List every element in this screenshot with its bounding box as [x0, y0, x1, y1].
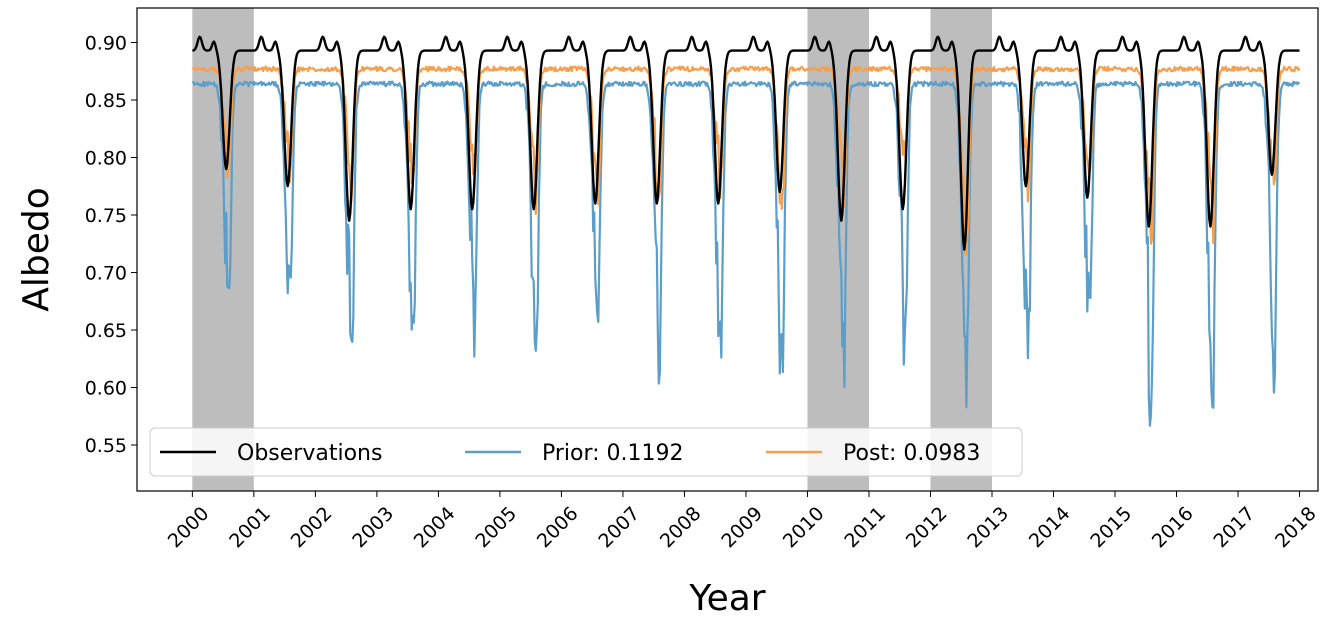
legend: Observations Prior: 0.1192 Post: 0.0983 — [149, 427, 1023, 477]
x-tick-label-0: 2000 — [164, 503, 214, 553]
y-tick-label-1: 0.60 — [85, 378, 127, 400]
x-tick-label-8: 2008 — [656, 503, 706, 553]
y-tick-label-5: 0.80 — [85, 148, 127, 170]
legend-label-0: Observations — [237, 441, 382, 466]
shaded-spans — [192, 8, 992, 491]
y-tick-label-2: 0.65 — [85, 320, 127, 342]
x-tick-label-10: 2010 — [779, 503, 829, 553]
y-axis-ticks: 0.55 0.60 0.65 0.70 0.75 0.80 0.85 0.90 — [85, 33, 137, 457]
x-tick-label-6: 2006 — [533, 503, 583, 553]
y-tick-label-6: 0.85 — [85, 90, 127, 112]
x-tick-label-11: 2011 — [840, 503, 890, 553]
series-lines — [191, 35, 1301, 427]
series-line-2 — [191, 65, 1301, 257]
x-tick-label-17: 2017 — [1209, 503, 1259, 553]
legend-label-2: Post: 0.0983 — [843, 441, 980, 466]
series-line-1 — [191, 80, 1301, 427]
x-tick-label-1: 2001 — [225, 503, 275, 553]
x-tick-label-15: 2015 — [1086, 503, 1136, 553]
y-tick-label-0: 0.55 — [85, 435, 127, 457]
x-tick-label-9: 2009 — [717, 503, 767, 553]
y-tick-label-7: 0.90 — [85, 33, 127, 55]
legend-label-1: Prior: 0.1192 — [542, 441, 684, 466]
x-tick-label-2: 2002 — [287, 503, 337, 553]
y-tick-label-3: 0.70 — [85, 263, 127, 285]
x-axis-title: Year — [688, 578, 765, 617]
x-tick-label-12: 2012 — [902, 503, 952, 553]
x-tick-label-5: 2005 — [471, 503, 521, 553]
x-tick-label-16: 2016 — [1148, 503, 1198, 553]
shaded-span-0 — [192, 8, 254, 491]
x-tick-label-14: 2014 — [1025, 503, 1075, 553]
x-tick-label-13: 2013 — [963, 503, 1013, 553]
shaded-span-1 — [807, 8, 869, 491]
plot-frame — [136, 7, 1319, 492]
y-axis-title: Albedo — [16, 187, 57, 312]
x-tick-label-4: 2004 — [410, 503, 460, 553]
y-tick-label-4: 0.75 — [85, 205, 127, 227]
x-axis-ticks: 2000 2001 2002 2003 2004 2005 2006 2007 2008 2009… — [164, 491, 1321, 552]
x-tick-label-7: 2007 — [594, 503, 644, 553]
x-tick-label-3: 2003 — [348, 503, 398, 553]
series-line-0 — [192, 35, 1300, 251]
x-tick-label-18: 2018 — [1271, 503, 1321, 553]
legend-box — [149, 427, 1023, 477]
